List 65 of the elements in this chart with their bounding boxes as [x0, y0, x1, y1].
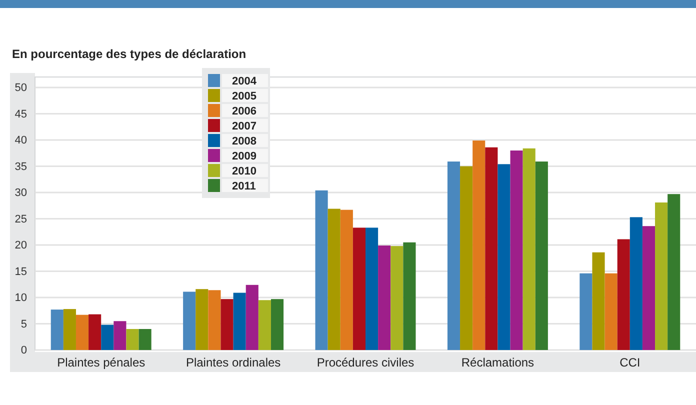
- legend-label: 2005: [232, 90, 256, 102]
- bar: [126, 329, 139, 350]
- bar: [522, 148, 536, 350]
- y-tick-label: 0: [20, 344, 27, 357]
- y-tick-label: 45: [14, 108, 27, 120]
- bar: [535, 162, 548, 350]
- bar: [604, 273, 618, 350]
- bar: [63, 309, 76, 350]
- legend-label: 2006: [232, 106, 256, 118]
- bar: [246, 284, 258, 350]
- bar: [50, 310, 64, 350]
- bar: [114, 321, 126, 350]
- y-tick-label: 25: [14, 213, 27, 226]
- y-tick-label: 30: [14, 187, 27, 200]
- bar: [655, 202, 668, 350]
- bar: [366, 228, 378, 350]
- bar: [270, 299, 284, 350]
- bar: [642, 226, 656, 350]
- bar: [76, 314, 89, 350]
- bar: [378, 246, 391, 350]
- legend-label: 2008: [232, 136, 256, 148]
- bar: [617, 239, 630, 350]
- y-tick-label: 10: [14, 292, 27, 304]
- bar: [233, 292, 246, 350]
- bar: [352, 228, 366, 350]
- bar: [315, 190, 328, 350]
- x-tick-label: CCI: [620, 356, 640, 370]
- bar: [328, 208, 340, 350]
- bar: [220, 299, 234, 350]
- x-tick-label: Plaintes pénales: [57, 356, 146, 370]
- bar: [447, 162, 460, 350]
- legend-label: 2010: [232, 166, 256, 178]
- bar: [668, 194, 680, 350]
- bar: [101, 324, 114, 350]
- bar: [138, 329, 152, 350]
- bar: [196, 289, 208, 350]
- y-tick-label: 35: [14, 160, 27, 173]
- legend-label: 2004: [232, 76, 258, 88]
- y-tick-label: 50: [14, 82, 27, 94]
- bar: [460, 166, 473, 350]
- bar: [485, 147, 498, 350]
- legend-label: 2009: [232, 150, 256, 162]
- bar: [183, 292, 196, 350]
- bar: [88, 314, 102, 350]
- bar: [340, 210, 353, 350]
- bar: [208, 290, 221, 350]
- bar: [580, 273, 592, 350]
- x-tick-label: Procédures civiles: [316, 356, 414, 370]
- legend-label: 2007: [232, 120, 256, 132]
- y-tick-label: 5: [20, 318, 27, 330]
- x-tick-label: Plaintes ordinales: [186, 356, 281, 370]
- bar: [390, 246, 404, 350]
- x-tick-label: Réclamations: [461, 356, 534, 370]
- y-tick-label: 20: [14, 240, 27, 252]
- chart-title: En pourcentage des types de déclaration: [12, 47, 246, 61]
- y-tick-label: 40: [14, 134, 27, 147]
- bar: [510, 150, 523, 350]
- legend-label: 2011: [232, 180, 256, 192]
- bar: [630, 217, 642, 350]
- y-tick-label: 15: [14, 266, 27, 278]
- bar: [403, 242, 416, 350]
- bar: [472, 140, 486, 350]
- bar: [498, 164, 510, 350]
- bar: [592, 252, 605, 350]
- bar: [258, 300, 271, 350]
